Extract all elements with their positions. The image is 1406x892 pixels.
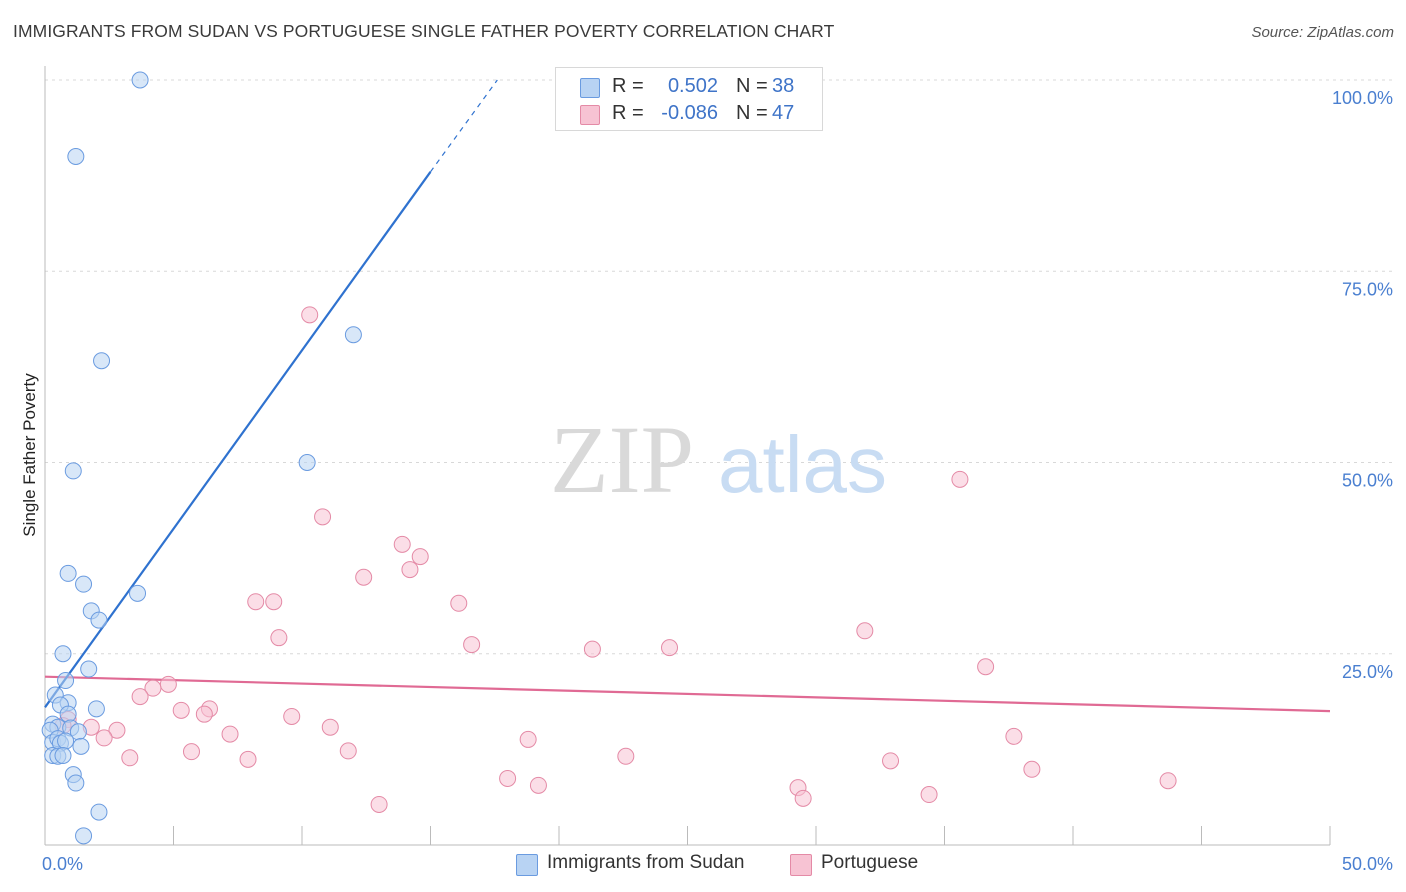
point-sudan bbox=[93, 352, 111, 370]
point-sudan bbox=[57, 732, 75, 750]
y-tick-labels: 25.0% 50.0% 75.0% 100.0% bbox=[1332, 88, 1393, 682]
point-sudan bbox=[72, 737, 90, 755]
point-portuguese bbox=[355, 568, 373, 586]
point-portuguese bbox=[283, 707, 301, 725]
point-portuguese bbox=[583, 640, 601, 658]
point-sudan bbox=[90, 611, 108, 629]
point-sudan bbox=[57, 672, 75, 690]
point-sudan bbox=[64, 462, 82, 480]
point-sudan bbox=[59, 705, 77, 723]
point-portuguese bbox=[393, 535, 411, 553]
legend-r-value-portuguese: -0.086 bbox=[661, 102, 718, 124]
legend-row-portuguese: R = -0.086 N = 47 bbox=[556, 101, 822, 127]
point-portuguese bbox=[1023, 760, 1041, 778]
bottom-legend-swatch-sudan bbox=[516, 854, 538, 876]
point-portuguese bbox=[195, 705, 213, 723]
point-portuguese bbox=[1159, 772, 1177, 790]
point-portuguese bbox=[529, 776, 547, 794]
y-tick-label: 50.0% bbox=[1342, 471, 1393, 491]
point-portuguese bbox=[370, 795, 388, 813]
bottom-legend-label-portuguese: Portuguese bbox=[821, 852, 919, 873]
legend-swatch-portuguese bbox=[580, 105, 600, 125]
x-tick-label-min: 0.0% bbox=[42, 854, 83, 874]
point-portuguese bbox=[882, 752, 900, 770]
point-portuguese bbox=[95, 729, 113, 747]
point-portuguese bbox=[794, 789, 812, 807]
point-portuguese bbox=[182, 743, 200, 761]
point-portuguese bbox=[617, 747, 635, 765]
point-sudan bbox=[298, 454, 316, 471]
point-sudan bbox=[80, 660, 98, 678]
point-portuguese bbox=[265, 593, 283, 611]
legend-n-value-sudan: 38 bbox=[772, 75, 795, 97]
point-sudan bbox=[54, 645, 72, 663]
legend-swatch-sudan bbox=[580, 78, 600, 98]
point-sudan bbox=[90, 803, 108, 821]
legend-row-sudan: R = 0.502 N = 38 bbox=[556, 74, 822, 100]
gridlines bbox=[45, 79, 1392, 655]
watermark-atlas: atlas bbox=[718, 420, 887, 509]
point-portuguese bbox=[247, 593, 265, 611]
point-portuguese bbox=[159, 675, 177, 693]
point-portuguese bbox=[339, 742, 357, 760]
legend-r-label: R = bbox=[612, 75, 644, 97]
trend-line-sudan bbox=[44, 171, 432, 708]
point-portuguese bbox=[144, 679, 162, 697]
point-portuguese bbox=[301, 306, 319, 324]
point-portuguese bbox=[121, 749, 139, 767]
point-sudan bbox=[67, 148, 85, 165]
point-portuguese bbox=[1005, 727, 1023, 745]
watermark-zip: ZIP bbox=[550, 406, 694, 513]
legend-r-value-sudan: 0.502 bbox=[667, 75, 718, 97]
point-sudan bbox=[87, 700, 105, 718]
point-portuguese bbox=[172, 701, 190, 719]
point-sudan bbox=[54, 746, 72, 764]
point-sudan bbox=[75, 827, 93, 845]
point-portuguese bbox=[856, 622, 874, 640]
legend-n-label: N = bbox=[736, 75, 768, 97]
point-portuguese bbox=[951, 470, 969, 488]
point-portuguese bbox=[321, 718, 339, 736]
point-portuguese bbox=[411, 548, 429, 566]
trend-line-sudan-extension bbox=[430, 79, 498, 173]
point-portuguese bbox=[920, 786, 938, 804]
point-portuguese bbox=[108, 721, 126, 739]
axes bbox=[44, 66, 1331, 846]
point-portuguese bbox=[463, 636, 481, 654]
point-sudan bbox=[131, 71, 149, 89]
point-portuguese bbox=[519, 730, 537, 748]
x-tick-label-max: 50.0% bbox=[1342, 854, 1393, 874]
point-portuguese bbox=[401, 561, 419, 579]
trend-lines bbox=[44, 79, 1331, 713]
point-portuguese bbox=[239, 750, 257, 768]
point-portuguese bbox=[499, 769, 517, 787]
point-sudan bbox=[59, 564, 77, 582]
y-tick-label: 75.0% bbox=[1342, 279, 1393, 299]
legend-n-value-portuguese: 47 bbox=[772, 102, 795, 124]
legend-n-label: N = bbox=[736, 102, 768, 124]
y-tick-label: 25.0% bbox=[1342, 662, 1393, 682]
point-portuguese bbox=[131, 688, 149, 706]
y-axis-label: Single Father Poverty bbox=[20, 373, 39, 537]
y-tick-label: 100.0% bbox=[1332, 88, 1393, 108]
point-portuguese bbox=[661, 639, 679, 657]
trend-line-portuguese bbox=[44, 675, 1331, 713]
point-portuguese bbox=[977, 658, 995, 676]
data-points bbox=[41, 71, 1177, 845]
bottom-legend-swatch-portuguese bbox=[790, 854, 812, 876]
correlation-legend: R = 0.502 N = 38 R = -0.086 N = 47 bbox=[555, 67, 823, 131]
source-label: Source: ZipAtlas.com bbox=[1251, 24, 1394, 41]
legend-r-label: R = bbox=[612, 102, 644, 124]
point-sudan bbox=[67, 774, 85, 792]
chart-title: IMMIGRANTS FROM SUDAN VS PORTUGUESE SING… bbox=[13, 21, 835, 41]
point-portuguese bbox=[270, 629, 288, 647]
point-portuguese bbox=[450, 594, 468, 612]
point-portuguese bbox=[314, 508, 332, 526]
point-sudan bbox=[344, 326, 362, 344]
point-sudan bbox=[129, 584, 147, 602]
point-sudan bbox=[75, 575, 93, 593]
bottom-legend-label-sudan: Immigrants from Sudan bbox=[547, 852, 745, 873]
point-portuguese bbox=[221, 725, 239, 743]
